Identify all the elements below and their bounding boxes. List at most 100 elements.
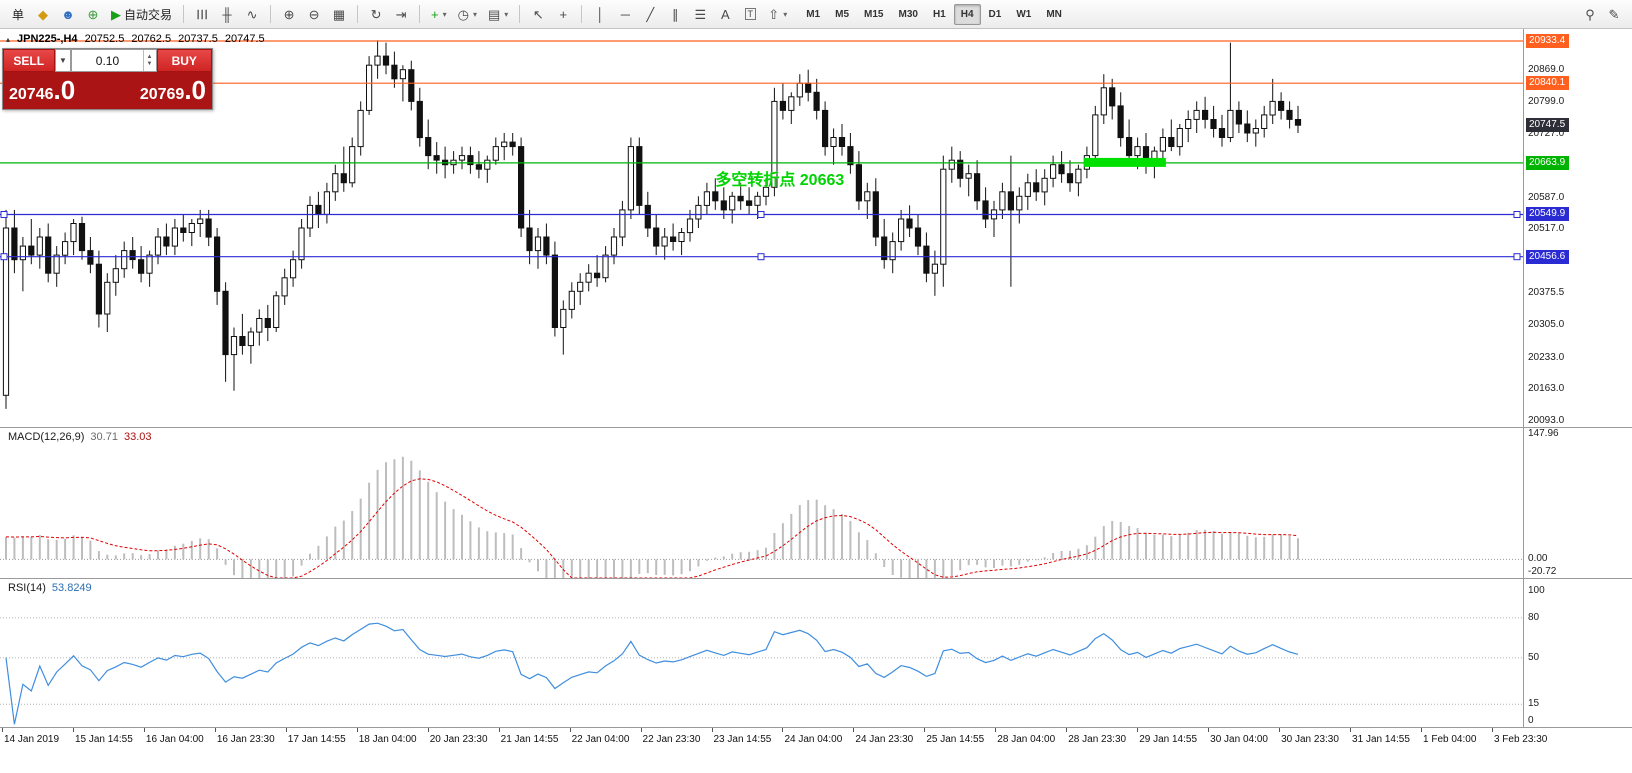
time-tick [640, 728, 642, 732]
main-chart-pane[interactable]: ▴ JPN225-,H4 20752.5 20762.5 20737.5 207… [0, 29, 1523, 427]
volume-value[interactable]: 0.10 [95, 53, 120, 68]
ohlc-close: 20747.5 [224, 33, 265, 45]
timeframe-w1[interactable]: W1 [1016, 8, 1032, 20]
time-tick [356, 728, 358, 732]
sell-button[interactable]: SELL [3, 49, 55, 72]
line-chart-icon[interactable]: ∿ [240, 3, 264, 25]
community-icon[interactable]: ⊕ [81, 3, 105, 25]
edit-icon: ✎ [1608, 6, 1620, 22]
pane-separator[interactable] [0, 427, 1632, 428]
current-price-tag: 20747.5 [1526, 118, 1570, 133]
volume-stepper[interactable]: ▲ ▼ [142, 50, 156, 71]
fibonacci-icon[interactable]: ☰ [688, 3, 712, 25]
time-tick [995, 728, 997, 732]
time-axis-label: 16 Jan 23:30 [216, 734, 275, 745]
new-order-button[interactable]: 单 [6, 3, 30, 25]
charts-icon: ◆ [38, 6, 48, 22]
macd-axis[interactable]: 147.96 0.00 -20.72 [1524, 428, 1632, 578]
time-axis-label: 23 Jan 14:55 [713, 734, 772, 745]
grid-icon[interactable]: ▦ [327, 3, 351, 25]
sell-price-pips: .0 [53, 75, 76, 105]
turning-point-annotation[interactable]: 多空转折点 20663 [715, 171, 845, 189]
time-tick [1279, 728, 1281, 732]
buy-button[interactable]: BUY [156, 49, 212, 72]
text-label-icon: T [744, 8, 757, 20]
timeframe-m30[interactable]: M30 [898, 8, 918, 20]
text-label-icon[interactable]: T [738, 3, 762, 25]
price-axis-label: 20517.0 [1528, 223, 1565, 235]
price-axis[interactable]: 20869.0 20799.0 20727.0 20587.0 20517.0 20375… [1524, 29, 1632, 427]
timeframe-d1[interactable]: D1 [988, 8, 1002, 20]
timeframe-m5[interactable]: M5 [835, 8, 850, 20]
text-icon[interactable]: A [713, 3, 737, 25]
time-axis-label: 1 Feb 04:00 [1423, 734, 1477, 745]
macd-axis-label: 0.00 [1528, 553, 1548, 565]
auto-scroll-icon[interactable]: ↻ [364, 3, 388, 25]
buy-price[interactable]: 20769.0 [140, 75, 206, 106]
bar-chart-icon[interactable]: ☰ [190, 3, 214, 25]
sell-price-main: 20746 [9, 86, 54, 103]
time-tick [924, 728, 926, 732]
timeframe-m1[interactable]: M1 [806, 8, 821, 20]
indicators-icon[interactable]: + ▾ [426, 3, 452, 25]
time-axis[interactable]: 14 Jan 2019 15 Jan 14:55 16 Jan 04:00 16 Ja… [0, 727, 1632, 748]
templates-icon: ▤ [487, 6, 501, 22]
templates-icon[interactable]: ▤ ▾ [483, 3, 513, 25]
channel-icon: ∥ [672, 6, 679, 22]
timeframe-h1[interactable]: H1 [932, 8, 946, 20]
cursor-icon[interactable]: ↖ [526, 3, 550, 25]
one-click-trade-panel: SELL ▼ 0.10 ▲ ▼ BUY 20746.0 20769.0 [2, 48, 213, 110]
pane-separator[interactable] [0, 578, 1632, 579]
time-axis-label: 18 Jan 04:00 [358, 734, 417, 745]
time-axis-label: 25 Jan 14:55 [926, 734, 985, 745]
trade-options-dropdown[interactable]: ▼ [54, 49, 72, 72]
edit-icon[interactable]: ✎ [1602, 3, 1626, 25]
zoom-in-icon: ⊕ [283, 6, 295, 22]
macd-pane[interactable]: MACD(12,26,9) 30.71 33.03 [0, 428, 1523, 578]
arrows-icon[interactable]: ⇧ ▾ [763, 3, 792, 25]
time-axis-label: 20 Jan 23:30 [429, 734, 488, 745]
candlestick-chart[interactable] [0, 29, 1523, 427]
buy-price-pips: .0 [184, 75, 206, 105]
candlestick-icon[interactable]: ╫ [215, 3, 239, 25]
timeframe-mn[interactable]: MN [1046, 8, 1062, 20]
time-axis-label: 28 Jan 04:00 [997, 734, 1056, 745]
crosshair-icon: + [559, 6, 568, 22]
autotrading-button[interactable]: ▶ 自动交易 [106, 3, 177, 25]
symbol-period-label: JPN225-,H4 [17, 33, 78, 45]
crosshair-icon[interactable]: + [551, 3, 575, 25]
time-axis-label: 16 Jan 04:00 [145, 734, 204, 745]
rsi-axis-label: 50 [1528, 651, 1540, 663]
sell-price[interactable]: 20746.0 [9, 75, 75, 106]
bid-ask-prices[interactable]: 20746.0 20769.0 [3, 72, 212, 109]
horizontal-line-icon[interactable]: ─ [613, 3, 637, 25]
price-axis-label: 20093.0 [1528, 415, 1565, 427]
toolbar-separator [419, 5, 421, 23]
search-icon[interactable]: ⚲ [1578, 3, 1602, 25]
periods-icon[interactable]: ◷ ▾ [453, 3, 482, 25]
chart-shift-icon: ⇥ [395, 6, 407, 22]
volume-input[interactable]: 0.10 ▲ ▼ [71, 49, 157, 72]
rsi-label: RSI(14) 53.8249 [8, 582, 92, 594]
rsi-pane[interactable]: RSI(14) 53.8249 [0, 579, 1523, 727]
profile-icon[interactable]: ☻ [56, 3, 80, 25]
chart-shift-icon[interactable]: ⇥ [389, 3, 413, 25]
text-icon: A [720, 6, 730, 22]
rsi-axis[interactable]: 100 80 50 15 0 [1524, 579, 1632, 727]
timeframe-m15[interactable]: M15 [864, 8, 884, 20]
channel-icon[interactable]: ∥ [663, 3, 687, 25]
price-axis-label: 20163.0 [1528, 383, 1565, 395]
time-tick [711, 728, 713, 732]
rsi-chart[interactable] [0, 579, 1523, 727]
price-level-tag: 20840.1 [1526, 76, 1570, 91]
charts-icon[interactable]: ◆ [31, 3, 55, 25]
trendline-icon[interactable]: ╱ [638, 3, 662, 25]
zoom-in-icon[interactable]: ⊕ [277, 3, 301, 25]
periods-icon: ◷ [457, 6, 469, 22]
macd-chart[interactable] [0, 428, 1523, 578]
time-axis-label: 17 Jan 14:55 [287, 734, 346, 745]
vertical-line-icon[interactable]: │ [588, 3, 612, 25]
zoom-out-icon[interactable]: ⊖ [302, 3, 326, 25]
ohlc-low: 20737.5 [178, 33, 218, 45]
timeframe-h4[interactable]: H4 [953, 3, 981, 25]
